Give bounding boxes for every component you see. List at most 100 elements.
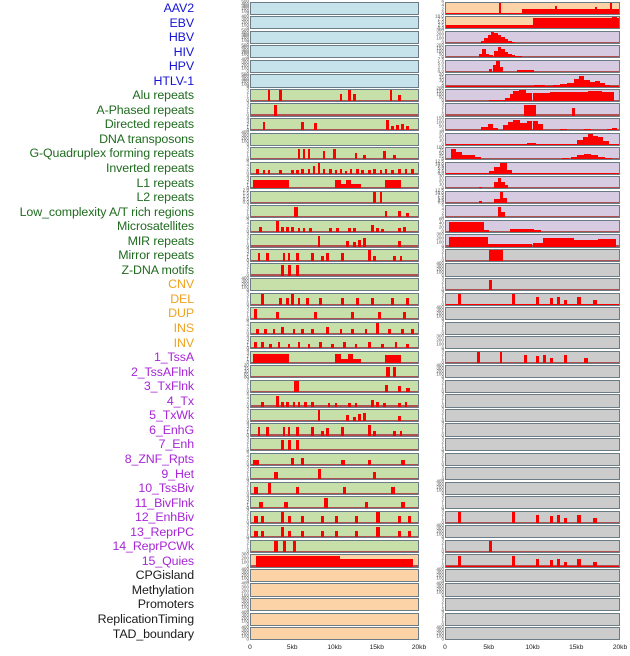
track-plot[interactable] bbox=[445, 45, 620, 58]
track-plot[interactable] bbox=[445, 234, 620, 247]
plot-area[interactable] bbox=[250, 234, 419, 247]
track-plot[interactable] bbox=[250, 453, 419, 466]
track-plot[interactable] bbox=[250, 307, 419, 320]
plot-area[interactable] bbox=[250, 293, 419, 306]
track-plot[interactable] bbox=[250, 60, 419, 73]
plot-area[interactable] bbox=[445, 89, 620, 102]
track-plot[interactable] bbox=[445, 409, 620, 422]
track-plot[interactable] bbox=[445, 147, 620, 160]
track-plot[interactable] bbox=[445, 89, 620, 102]
plot-area[interactable] bbox=[250, 118, 419, 131]
track-plot[interactable] bbox=[250, 103, 419, 116]
track-plot[interactable] bbox=[250, 351, 419, 364]
track-plot[interactable] bbox=[445, 307, 620, 320]
track-plot[interactable] bbox=[250, 133, 419, 146]
track-plot[interactable] bbox=[445, 525, 620, 538]
plot-area[interactable] bbox=[445, 423, 620, 436]
track-plot[interactable] bbox=[250, 525, 419, 538]
plot-area[interactable] bbox=[445, 16, 620, 29]
plot-area[interactable] bbox=[250, 525, 419, 538]
track-plot[interactable] bbox=[250, 583, 419, 596]
track-plot[interactable] bbox=[445, 162, 620, 175]
plot-area[interactable] bbox=[445, 191, 620, 204]
track-plot[interactable] bbox=[445, 293, 620, 306]
plot-area[interactable] bbox=[250, 409, 419, 422]
plot-area[interactable] bbox=[250, 147, 419, 160]
track-plot[interactable] bbox=[250, 380, 419, 393]
plot-area[interactable] bbox=[250, 176, 419, 189]
plot-area[interactable] bbox=[250, 365, 419, 378]
plot-area[interactable] bbox=[445, 583, 620, 596]
track-plot[interactable] bbox=[250, 511, 419, 524]
plot-area[interactable] bbox=[250, 307, 419, 320]
plot-area[interactable] bbox=[250, 453, 419, 466]
track-plot[interactable] bbox=[250, 191, 419, 204]
track-plot[interactable] bbox=[445, 133, 620, 146]
track-plot[interactable] bbox=[250, 74, 419, 87]
track-plot[interactable] bbox=[445, 60, 620, 73]
track-plot[interactable] bbox=[250, 423, 419, 436]
plot-area[interactable] bbox=[445, 31, 620, 44]
plot-area[interactable] bbox=[445, 627, 620, 640]
plot-area[interactable] bbox=[445, 613, 620, 626]
track-plot[interactable] bbox=[445, 176, 620, 189]
plot-area[interactable] bbox=[250, 627, 419, 640]
plot-area[interactable] bbox=[445, 540, 620, 553]
plot-area[interactable] bbox=[445, 60, 620, 73]
plot-area[interactable] bbox=[445, 409, 620, 422]
track-plot[interactable] bbox=[250, 496, 419, 509]
plot-area[interactable] bbox=[445, 147, 620, 160]
track-plot[interactable] bbox=[445, 613, 620, 626]
plot-area[interactable] bbox=[250, 249, 419, 262]
plot-area[interactable] bbox=[445, 2, 620, 15]
plot-area[interactable] bbox=[250, 191, 419, 204]
track-plot[interactable] bbox=[250, 598, 419, 611]
plot-area[interactable] bbox=[250, 423, 419, 436]
track-plot[interactable] bbox=[250, 467, 419, 480]
track-plot[interactable] bbox=[445, 205, 620, 218]
track-plot[interactable] bbox=[250, 554, 419, 567]
plot-area[interactable] bbox=[445, 74, 620, 87]
track-plot[interactable] bbox=[250, 162, 419, 175]
track-plot[interactable] bbox=[445, 322, 620, 335]
plot-area[interactable] bbox=[445, 554, 620, 567]
plot-area[interactable] bbox=[250, 438, 419, 451]
plot-area[interactable] bbox=[250, 569, 419, 582]
track-plot[interactable] bbox=[445, 583, 620, 596]
track-plot[interactable] bbox=[250, 16, 419, 29]
plot-area[interactable] bbox=[445, 365, 620, 378]
track-plot[interactable] bbox=[445, 453, 620, 466]
track-plot[interactable] bbox=[445, 263, 620, 276]
track-plot[interactable] bbox=[445, 394, 620, 407]
track-plot[interactable] bbox=[250, 409, 419, 422]
plot-area[interactable] bbox=[250, 482, 419, 495]
track-plot[interactable] bbox=[445, 16, 620, 29]
track-plot[interactable] bbox=[445, 598, 620, 611]
plot-area[interactable] bbox=[445, 438, 620, 451]
track-plot[interactable] bbox=[250, 482, 419, 495]
track-plot[interactable] bbox=[250, 394, 419, 407]
track-plot[interactable] bbox=[445, 438, 620, 451]
track-plot[interactable] bbox=[250, 2, 419, 15]
plot-area[interactable] bbox=[445, 511, 620, 524]
track-plot[interactable] bbox=[445, 423, 620, 436]
track-plot[interactable] bbox=[445, 365, 620, 378]
track-plot[interactable] bbox=[445, 74, 620, 87]
plot-area[interactable] bbox=[445, 394, 620, 407]
plot-area[interactable] bbox=[250, 60, 419, 73]
track-plot[interactable] bbox=[250, 365, 419, 378]
plot-area[interactable] bbox=[445, 162, 620, 175]
track-plot[interactable] bbox=[250, 220, 419, 233]
plot-area[interactable] bbox=[445, 525, 620, 538]
track-plot[interactable] bbox=[445, 511, 620, 524]
track-plot[interactable] bbox=[445, 540, 620, 553]
plot-area[interactable] bbox=[250, 336, 419, 349]
track-plot[interactable] bbox=[250, 613, 419, 626]
track-plot[interactable] bbox=[445, 220, 620, 233]
track-plot[interactable] bbox=[445, 467, 620, 480]
track-plot[interactable] bbox=[445, 336, 620, 349]
track-plot[interactable] bbox=[250, 234, 419, 247]
plot-area[interactable] bbox=[250, 278, 419, 291]
track-plot[interactable] bbox=[445, 482, 620, 495]
plot-area[interactable] bbox=[250, 263, 419, 276]
